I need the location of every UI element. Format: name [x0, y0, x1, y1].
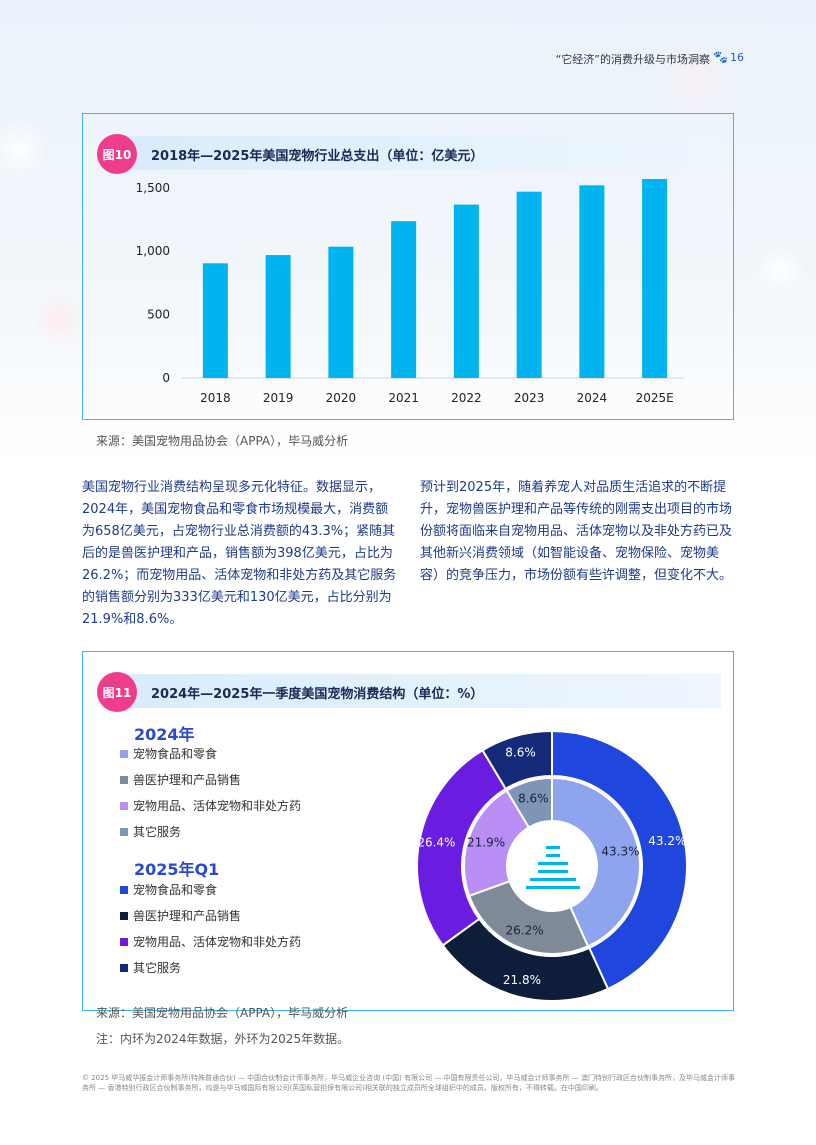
x-tick-label: 2023: [514, 391, 545, 405]
figure-10-card: 图10 2018年—2025年美国宠物行业总支出（单位：亿美元）: [82, 113, 734, 420]
inner-ring-slice: [505, 776, 553, 829]
y-tick-label: 1,000: [136, 244, 170, 258]
legend-swatch: [120, 937, 128, 946]
legend-item: 兽医护理和产品销售: [120, 907, 241, 924]
legend-swatch: [120, 775, 128, 784]
header-title: “它经济”的消费升级与市场洞察: [555, 53, 710, 66]
slice-label: 8.6%: [505, 745, 536, 759]
figure-badge: 图10: [97, 134, 137, 174]
slice-label: 21.8%: [503, 973, 541, 987]
slice-label: 26.4%: [417, 835, 455, 849]
legend-swatch: [120, 801, 128, 810]
figure-title-bar: [123, 674, 721, 708]
outer-ring-slice: [551, 730, 688, 991]
text-column-right: 预计到2025年，随着养宠人对品质生活追求的不断提升，宠物兽医护理和产品等传统的…: [420, 477, 738, 587]
figure-title: 2018年—2025年美国宠物行业总支出（单位：亿美元）: [151, 149, 484, 164]
x-tick-label: 2022: [451, 391, 482, 405]
bar: [328, 246, 354, 378]
slice-label: 43.3%: [601, 844, 639, 858]
legend-title-2025: 2025年Q1: [134, 860, 220, 879]
x-tick-label: 2021: [388, 391, 419, 405]
legend-swatch: [120, 885, 128, 894]
legend-swatch: [120, 911, 128, 920]
figure-title-bar: [123, 136, 721, 170]
legend-label: 兽医护理和产品销售: [133, 773, 242, 787]
donut-chart: 43.2% 21.8% 26.4% 8.6% 43.3% 26.2% 21.9% 8.6%: [416, 730, 688, 1002]
legend-item: 宠物食品和零食: [120, 881, 217, 898]
legend-swatch: [120, 963, 128, 972]
legend-item: 其它服务: [120, 823, 181, 840]
legend-swatch: [120, 827, 128, 836]
legend-item: 宠物用品、活体宠物和非处方药: [120, 933, 301, 950]
figure-badge: 图11: [97, 672, 137, 712]
chart-center-icon: [526, 846, 580, 889]
bar: [642, 179, 668, 378]
bar: [516, 191, 542, 378]
legend-item: 宠物食品和零食: [120, 745, 217, 762]
bar: [391, 221, 417, 378]
slice-label: 8.6%: [518, 792, 549, 806]
paragraph-right: 预计到2025年，随着养宠人对品质生活追求的不断提升，宠物兽医护理和产品等传统的…: [420, 480, 733, 583]
x-tick-label: 2018: [200, 391, 231, 405]
legend-item: 兽医护理和产品销售: [120, 771, 241, 788]
legend-label: 宠物用品、活体宠物和非处方药: [133, 799, 302, 813]
y-tick-label: 0: [162, 371, 170, 385]
legend-swatch: [120, 749, 128, 758]
footer-copyright: © 2025 毕马威华振会计师事务所(特殊普通合伙) — 中国合伙制会计师事务所…: [82, 1074, 735, 1092]
legend-label: 宠物用品、活体宠物和非处方药: [133, 935, 302, 949]
x-tick-label: 2020: [326, 391, 357, 405]
slice-label: 21.9%: [467, 835, 505, 849]
paragraph-left: 美国宠物行业消费结构呈现多元化特征。数据显示，2024年，美国宠物食品和零食市场…: [82, 480, 397, 627]
text-column-left: 美国宠物行业消费结构呈现多元化特征。数据显示，2024年，美国宠物食品和零食市场…: [82, 477, 400, 631]
bar: [579, 185, 605, 378]
legend-label: 其它服务: [133, 961, 182, 975]
bar-chart: 0 500 1,000 1,500 2018 2019 2020 2021 2022 2023 20…: [136, 179, 684, 405]
inner-ring-slice: [551, 776, 641, 948]
slice-label: 26.2%: [506, 923, 544, 937]
legend-label: 其它服务: [133, 825, 182, 839]
figure-11-source: 来源：美国宠物用品协会（APPA），毕马威分析: [96, 1006, 349, 1020]
legend-item: 其它服务: [120, 959, 181, 976]
y-tick-label: 500: [147, 308, 170, 322]
inner-ring-slice: [467, 879, 590, 955]
y-tick-label: 1,500: [136, 181, 170, 195]
outer-ring-slice: [481, 730, 553, 791]
legend-item: 宠物用品、活体宠物和非处方药: [120, 797, 301, 814]
x-tick-label: 2025E: [636, 391, 674, 405]
page-number: 16: [730, 51, 744, 64]
bar: [202, 263, 228, 378]
outer-ring-slice: [416, 748, 508, 947]
paw-icon: 🐾: [713, 50, 728, 64]
slice-label: 43.2%: [648, 834, 686, 848]
figure-title: 2024年—2025年一季度美国宠物消费结构（单位：%）: [151, 687, 484, 702]
figure-10-source: 来源：美国宠物用品协会（APPA），毕马威分析: [96, 434, 349, 448]
legend-title-2024: 2024年: [134, 725, 195, 744]
legend-label: 兽医护理和产品销售: [133, 909, 242, 923]
x-tick-label: 2019: [263, 391, 294, 405]
x-tick-label: 2024: [577, 391, 608, 405]
bar: [453, 204, 479, 378]
legend-label: 宠物食品和零食: [133, 747, 218, 761]
bar: [265, 255, 291, 378]
figure-11-note: 注：内环为2024年数据，外环为2025年数据。: [96, 1032, 350, 1046]
legend-label: 宠物食品和零食: [133, 883, 218, 897]
